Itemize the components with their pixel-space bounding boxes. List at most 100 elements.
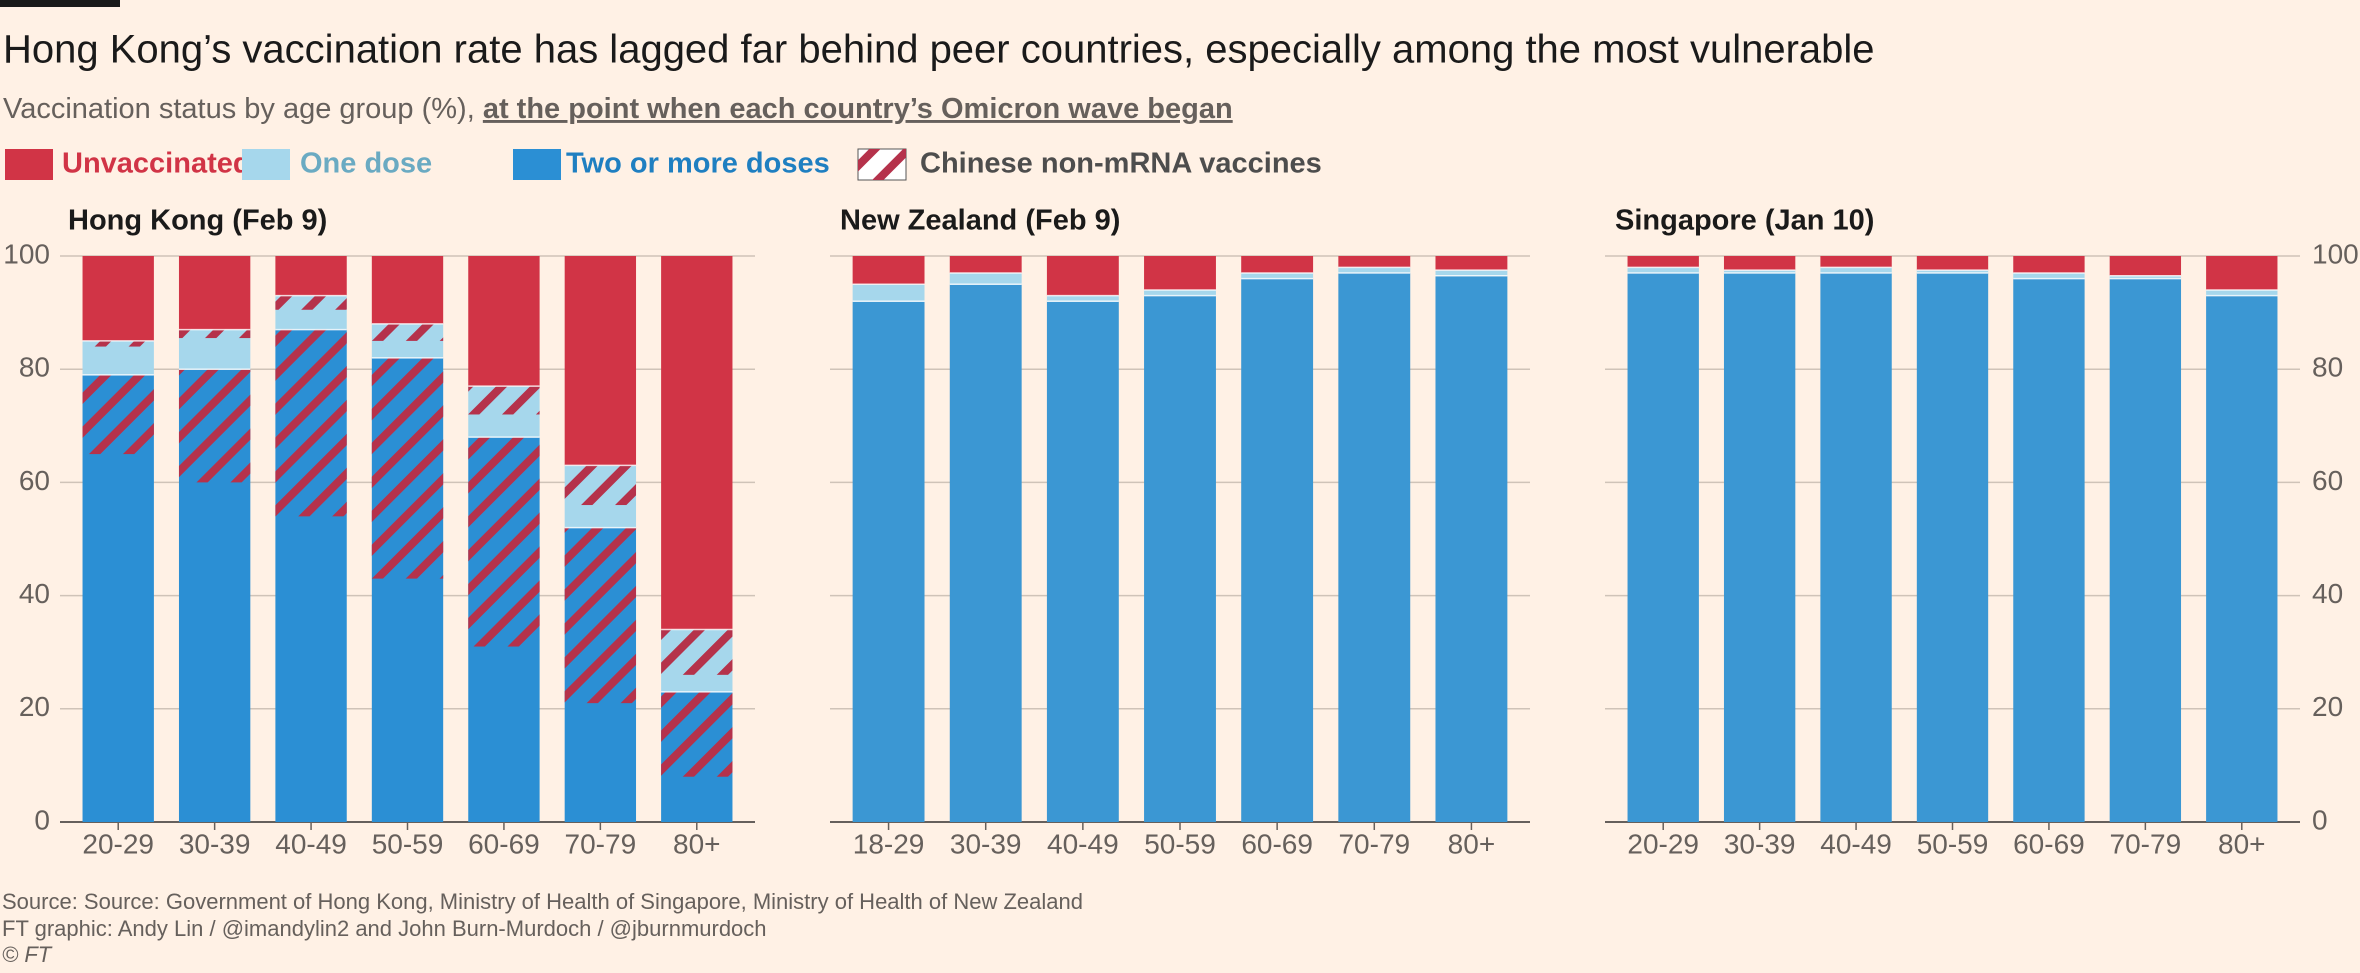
bar-segment — [1916, 270, 1989, 273]
bar-hatch — [275, 295, 347, 310]
bar-segment — [178, 256, 251, 330]
y-tick-label: 60 — [19, 465, 50, 496]
bar-segment — [1820, 267, 1892, 273]
bar-segment — [1627, 256, 1699, 268]
bar-hatch — [371, 357, 444, 579]
bar-segment — [2109, 278, 2182, 822]
bar-hatch — [661, 691, 733, 777]
chart-title: Hong Kong’s vaccination rate has lagged … — [3, 28, 1875, 72]
bar-segment — [1820, 272, 1892, 823]
x-tick-label: 80+ — [2218, 828, 2266, 859]
bar-segment — [1723, 270, 1796, 273]
bar-segment — [852, 256, 925, 285]
bar-segment — [2013, 256, 2085, 273]
x-tick-label: 30-39 — [950, 828, 1022, 859]
bar-segment — [371, 256, 444, 324]
x-tick-label: 60-69 — [468, 828, 540, 859]
y-tick-label: 40 — [19, 578, 50, 609]
bar-hatch — [468, 386, 540, 415]
x-tick-label: 70-79 — [1338, 828, 1410, 859]
bar-segment — [1338, 256, 1411, 268]
y-tick-label: 80 — [19, 352, 50, 383]
legend-label: Unvaccinated — [62, 148, 251, 180]
bar-segment — [1627, 267, 1699, 273]
x-tick-label: 30-39 — [1724, 828, 1796, 859]
x-tick-label: 60-69 — [2013, 828, 2085, 859]
legend: Unvaccinated One dose Two or more doses Chi… — [5, 148, 1322, 181]
x-tick-label: 20-29 — [82, 828, 154, 859]
panel-title: Hong Kong (Feb 9) — [68, 205, 327, 237]
bar-segment — [2206, 295, 2278, 822]
panel-title: New Zealand (Feb 9) — [840, 205, 1120, 237]
x-tick-label: 40-49 — [275, 828, 347, 859]
bar-segment — [1241, 272, 1314, 279]
legend-label: Chinese non-mRNA vaccines — [920, 148, 1322, 180]
x-tick-label: 50-59 — [1917, 828, 1989, 859]
x-tick-label: 50-59 — [372, 828, 444, 859]
bar-hatch — [82, 374, 154, 455]
bar-segment — [2109, 256, 2182, 276]
x-tick-label: 40-49 — [1047, 828, 1119, 859]
source: Source: Source: Government of Hong Kong,… — [2, 889, 1083, 914]
bar-segment — [949, 256, 1022, 273]
chart-subtitle: Vaccination status by age group (%), at … — [3, 93, 1233, 125]
y-tick-label: 20 — [2312, 691, 2343, 722]
x-tick-label: 60-69 — [1241, 828, 1313, 859]
bar-hatch — [178, 329, 251, 339]
bar-segment — [1241, 256, 1314, 273]
y-tick-label: 100 — [3, 238, 50, 269]
y-tick-label: 60 — [2312, 465, 2343, 496]
bar-segment — [2109, 275, 2182, 279]
credit: FT graphic: Andy Lin / @imandylin2 and J… — [2, 916, 767, 941]
bar-segment — [275, 256, 347, 296]
bar-hatch — [82, 340, 154, 347]
x-tick-label: 40-49 — [1820, 828, 1892, 859]
x-tick-label: 20-29 — [1627, 828, 1699, 859]
x-tick-label: 18-29 — [853, 828, 925, 859]
legend-swatch — [5, 149, 53, 180]
bar-segment — [2206, 256, 2278, 290]
bar-segment — [949, 272, 1022, 285]
bar-segment — [852, 301, 925, 822]
subtitle-link[interactable]: at the point when each country’s Omicron… — [483, 93, 1233, 125]
bar-segment — [564, 256, 637, 466]
x-tick-label: 80+ — [1448, 828, 1496, 859]
bar-hatch — [564, 465, 637, 506]
legend-label: Two or more doses — [566, 148, 830, 180]
bar-hatch — [275, 329, 347, 517]
x-tick-label: 80+ — [673, 828, 721, 859]
bar-segment — [1241, 278, 1314, 822]
bar-segment — [1916, 272, 1989, 823]
ft-bar — [0, 0, 120, 7]
bar-segment — [2013, 272, 2085, 279]
bar-segment — [1916, 256, 1989, 271]
bar-segment — [1435, 256, 1508, 271]
y-tick-label: 0 — [34, 804, 50, 835]
bar-segment — [1338, 267, 1411, 273]
y-tick-label: 100 — [2312, 238, 2359, 269]
bar-segment — [1820, 256, 1892, 268]
bar-segment — [1435, 275, 1508, 822]
bar-segment — [2206, 289, 2278, 296]
bar-hatch — [371, 323, 444, 341]
bar-segment — [852, 284, 925, 302]
bar-segment — [2013, 278, 2085, 822]
panel-title: Singapore (Jan 10) — [1615, 205, 1874, 237]
bar-segment — [661, 256, 733, 630]
subtitle-text: Vaccination status by age group (%), — [3, 93, 483, 125]
bar-segment — [1144, 289, 1216, 296]
bar-hatch — [564, 527, 637, 704]
bar-segment — [1627, 272, 1699, 823]
y-tick-label: 80 — [2312, 352, 2343, 383]
x-tick-label: 70-79 — [2110, 828, 2182, 859]
bar-segment — [1046, 256, 1119, 296]
legend-label: One dose — [300, 148, 432, 180]
bar-segment — [1046, 295, 1119, 302]
y-tick-label: 0 — [2312, 804, 2328, 835]
bar-hatch — [468, 437, 540, 647]
bar-segment — [468, 256, 540, 387]
copyright: © FT — [2, 942, 53, 967]
bar-segment — [1723, 272, 1796, 823]
x-tick-label: 30-39 — [179, 828, 251, 859]
